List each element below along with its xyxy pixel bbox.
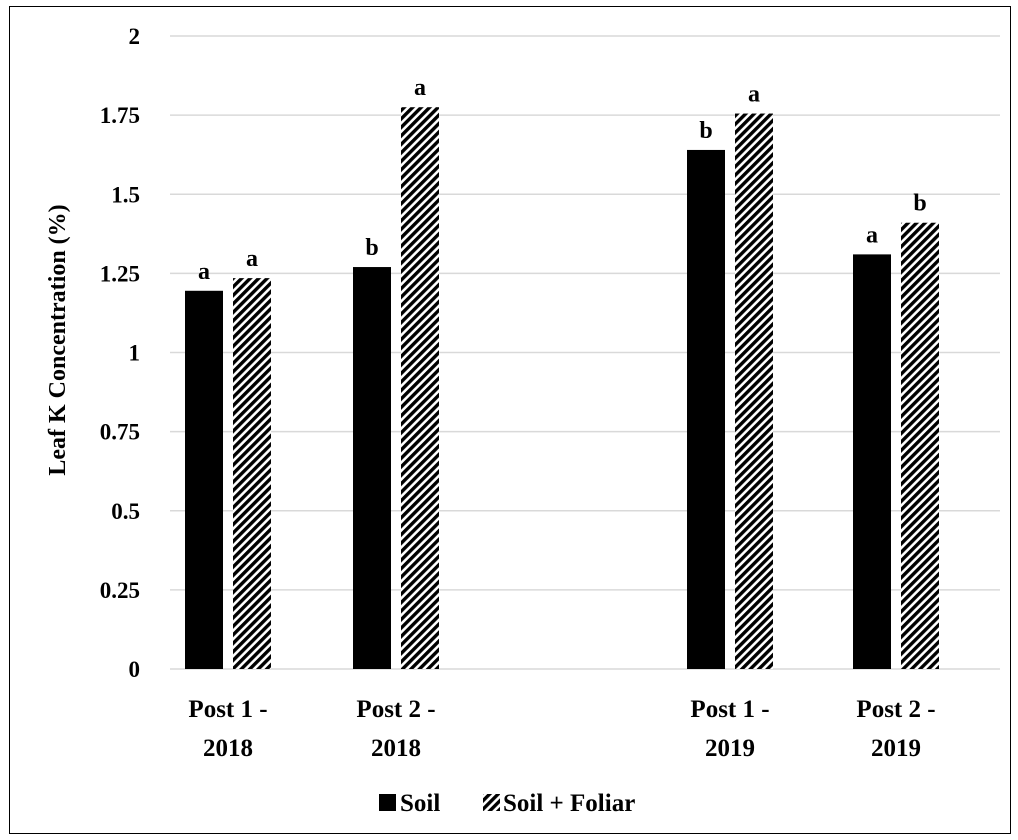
legend-swatch-soil (379, 794, 396, 811)
bar-chart: 0 0.25 0.5 0.75 1 1.25 1.5 1.75 2 a b b a a a a b Post … (45, 24, 1000, 817)
bar-soil-foliar (901, 222, 939, 670)
x-category-label: Post 1 - (188, 696, 267, 723)
significance-letters: a b b a a a a b (198, 75, 927, 285)
y-tick-label: 1 (129, 341, 141, 366)
bar-soil-foliar (233, 278, 271, 669)
chart-frame: 0 0.25 0.5 0.75 1 1.25 1.5 1.75 2 a b b a a a a b Post … (9, 6, 1011, 834)
y-axis-title: Leaf K Concentration (%) (45, 204, 71, 475)
x-category-label: 2019 (871, 735, 921, 762)
y-tick-label: 0.5 (111, 499, 140, 524)
bar-soil (853, 254, 891, 669)
significance-letter: b (913, 191, 926, 217)
y-tick-label: 1.75 (100, 103, 140, 128)
y-tick-label: 0.75 (100, 420, 140, 445)
x-category-label: Post 2 - (856, 696, 935, 723)
x-axis-categories: Post 1 - 2018 Post 2 - 2018 Post 1 - 2019 Post… (188, 696, 935, 762)
legend-label-soil: Soil (400, 790, 440, 817)
x-category-label: 2018 (371, 735, 421, 762)
significance-letter: a (198, 259, 210, 285)
y-tick-label: 1.5 (111, 182, 140, 207)
legend: Soil Soil + Foliar (379, 790, 635, 817)
x-category-label: 2019 (705, 735, 755, 762)
legend-swatch-soil-foliar (483, 794, 500, 811)
x-category-label: 2018 (203, 735, 253, 762)
gridlines (170, 35, 1000, 670)
significance-letter: a (414, 75, 426, 101)
y-tick-label: 1.25 (100, 261, 140, 286)
bars (185, 107, 939, 670)
y-tick-label: 0 (129, 657, 141, 682)
legend-label-soil-foliar: Soil + Foliar (503, 790, 635, 817)
bar-soil (185, 290, 223, 669)
x-category-label: Post 1 - (690, 696, 769, 723)
y-tick-label: 0.25 (100, 578, 140, 603)
significance-letter: b (365, 235, 378, 261)
significance-letter: a (246, 246, 258, 272)
y-axis-ticks: 0 0.25 0.5 0.75 1 1.25 1.5 1.75 2 (100, 24, 140, 682)
significance-letter: a (748, 82, 760, 108)
bar-soil-foliar (735, 113, 773, 670)
bar-soil (687, 149, 725, 669)
bar-soil-foliar (401, 107, 439, 669)
y-tick-label: 2 (129, 24, 141, 49)
x-category-label: Post 2 - (356, 696, 435, 723)
significance-letter: b (699, 118, 712, 144)
bar-soil (353, 267, 391, 669)
significance-letter: a (866, 222, 878, 248)
